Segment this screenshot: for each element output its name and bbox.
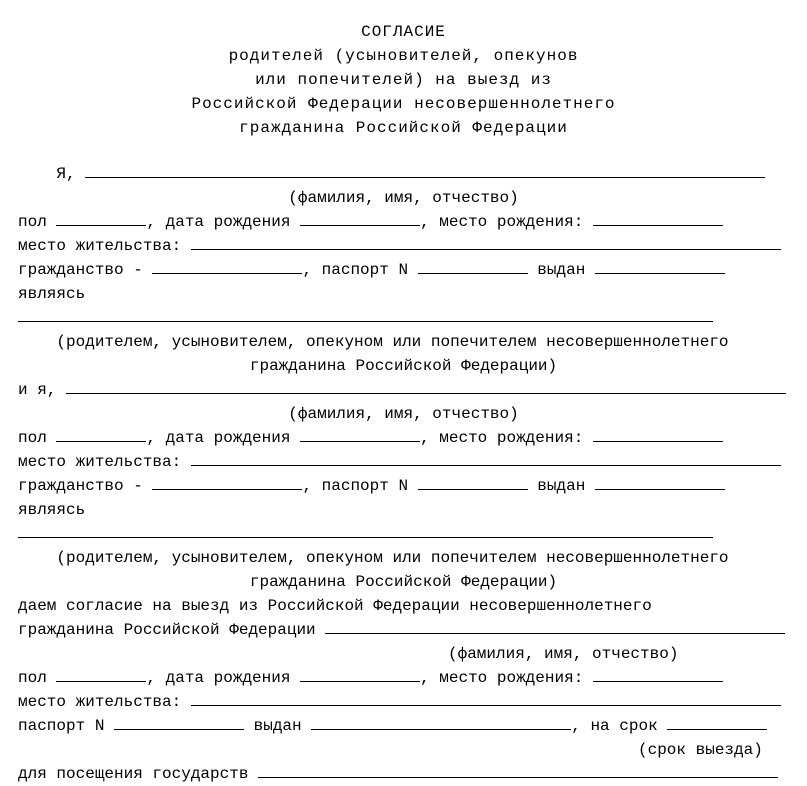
role-hint-1a: (родителем, усыновителем, опекуном или п…	[18, 330, 789, 354]
role-hint-2a: (родителем, усыновителем, опекуном или п…	[18, 546, 789, 570]
label-data-rozh-2: , дата рождения	[146, 429, 290, 447]
person2-birth-line: пол , дата рождения , место рождения:	[18, 426, 789, 450]
title-line-3: или попечителей) на выезд из	[18, 68, 789, 92]
blank-minor-passport	[114, 729, 244, 730]
label-mesto-rozh-2: , место рождения:	[420, 429, 583, 447]
blank-data-rozh-2	[300, 441, 420, 442]
person1-address-line: место жительства:	[18, 234, 789, 258]
blank-yavlyayas-1	[18, 321, 713, 322]
label-vydan-2: выдан	[537, 477, 585, 495]
srok-hint-text: (срок выезда)	[638, 741, 763, 759]
blank-mesto-rozh-2	[593, 441, 723, 442]
title-line-4: Российской Федерации несовершеннолетнего	[18, 92, 789, 116]
person1-name-line: Я,	[18, 162, 789, 186]
fio-hint-text-3: (фамилия, имя, отчество)	[448, 645, 678, 663]
label-mesto-rozh-3: , место рождения:	[420, 669, 583, 687]
person2-address-line: место жительства:	[18, 450, 789, 474]
title-line-1: СОГЛАСИЕ	[18, 20, 789, 44]
role-hint-1b: гражданина Российской Федерации)	[18, 354, 789, 378]
minor-passport-line: паспорт N выдан , на срок	[18, 714, 789, 738]
label-grazh-rf: гражданина Российской Федерации	[18, 621, 316, 639]
blank-vydan-1	[595, 273, 725, 274]
person2-name-line: и я,	[18, 378, 789, 402]
person1-being-line: являясь	[18, 282, 789, 330]
label-yavlyayas-2: являясь	[18, 501, 85, 519]
blank-pasport-2	[418, 489, 528, 490]
blank-mesto-zhit-1	[191, 249, 781, 250]
fio-hint-3: (фамилия, имя, отчество)	[18, 642, 789, 666]
blank-grazh-1	[152, 273, 302, 274]
blank-pasport-1	[418, 273, 528, 274]
label-pol-3: пол	[18, 669, 47, 687]
fio-hint-1: (фамилия, имя, отчество)	[18, 186, 789, 210]
consent-line-1: даем согласие на выезд из Российской Фед…	[18, 594, 789, 618]
label-mesto-zhit-2: место жительства:	[18, 453, 181, 471]
blank-fio-1	[85, 177, 765, 178]
document-title: СОГЛАСИЕ родителей (усыновителей, опекун…	[18, 20, 789, 140]
label-pol-1: пол	[18, 213, 47, 231]
blank-mesto-zhit-2	[191, 465, 781, 466]
blank-srok	[667, 729, 767, 730]
blank-grazh-2	[152, 489, 302, 490]
blank-minor-name	[325, 633, 785, 634]
blank-mesto-zhit-3	[191, 705, 781, 706]
label-data-rozh-1: , дата рождения	[146, 213, 290, 231]
label-vydan-3: выдан	[254, 717, 302, 735]
role-hint-text-2a: (родителем, усыновителем, опекуном или п…	[56, 549, 728, 567]
label-dlya-poseshcheniya: для посещения государств	[18, 765, 248, 783]
blank-countries	[258, 777, 778, 778]
blank-fio-2	[66, 393, 786, 394]
role-hint-2b: гражданина Российской Федерации)	[18, 570, 789, 594]
label-ya: Я,	[56, 165, 75, 183]
label-vydan-1: выдан	[537, 261, 585, 279]
form-body: Я, (фамилия, имя, отчество) пол , дата р…	[18, 162, 789, 786]
label-pasport-2: , паспорт N	[302, 477, 408, 495]
title-line-5: гражданина Российской Федерации	[18, 116, 789, 140]
minor-birth-line: пол , дата рождения , место рождения:	[18, 666, 789, 690]
label-i-ya: и я,	[18, 381, 56, 399]
countries-line: для посещения государств	[18, 762, 789, 786]
blank-data-rozh-3	[300, 681, 420, 682]
label-grazh-1: гражданство -	[18, 261, 143, 279]
fio-hint-2: (фамилия, имя, отчество)	[18, 402, 789, 426]
srok-hint-line: (срок выезда)	[18, 738, 789, 762]
blank-mesto-rozh-1	[593, 225, 723, 226]
blank-vydan-2	[595, 489, 725, 490]
role-hint-text-1a: (родителем, усыновителем, опекуном или п…	[56, 333, 728, 351]
label-na-srok: , на срок	[571, 717, 657, 735]
person1-passport-line: гражданство - , паспорт N выдан	[18, 258, 789, 282]
label-pol-2: пол	[18, 429, 47, 447]
label-mesto-rozh-1: , место рождения:	[420, 213, 583, 231]
blank-yavlyayas-2	[18, 537, 713, 538]
title-line-2: родителей (усыновителей, опекунов	[18, 44, 789, 68]
label-mesto-zhit-1: место жительства:	[18, 237, 181, 255]
label-mesto-zhit-3: место жительства:	[18, 693, 181, 711]
person2-passport-line: гражданство - , паспорт N выдан	[18, 474, 789, 498]
label-data-rozh-3: , дата рождения	[146, 669, 290, 687]
blank-pol-2	[56, 441, 146, 442]
label-pasport-1: , паспорт N	[302, 261, 408, 279]
label-grazh-2: гражданство -	[18, 477, 143, 495]
blank-data-rozh-1	[300, 225, 420, 226]
consent-line-2: гражданина Российской Федерации	[18, 618, 789, 642]
blank-pol-1	[56, 225, 146, 226]
person1-birth-line: пол , дата рождения , место рождения:	[18, 210, 789, 234]
blank-pol-3	[56, 681, 146, 682]
blank-mesto-rozh-3	[593, 681, 723, 682]
minor-address-line: место жительства:	[18, 690, 789, 714]
label-yavlyayas-1: являясь	[18, 285, 85, 303]
person2-being-line: являясь	[18, 498, 789, 546]
blank-minor-vydan	[311, 729, 571, 730]
